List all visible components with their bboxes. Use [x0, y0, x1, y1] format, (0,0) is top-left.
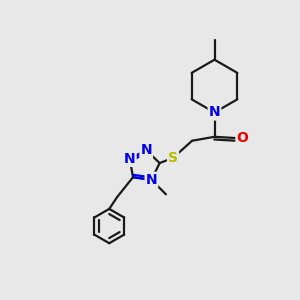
- Text: N: N: [146, 173, 157, 187]
- Text: S: S: [168, 151, 178, 165]
- Text: O: O: [236, 131, 248, 145]
- Text: N: N: [140, 143, 152, 157]
- Text: N: N: [124, 152, 136, 166]
- Text: N: N: [209, 106, 220, 119]
